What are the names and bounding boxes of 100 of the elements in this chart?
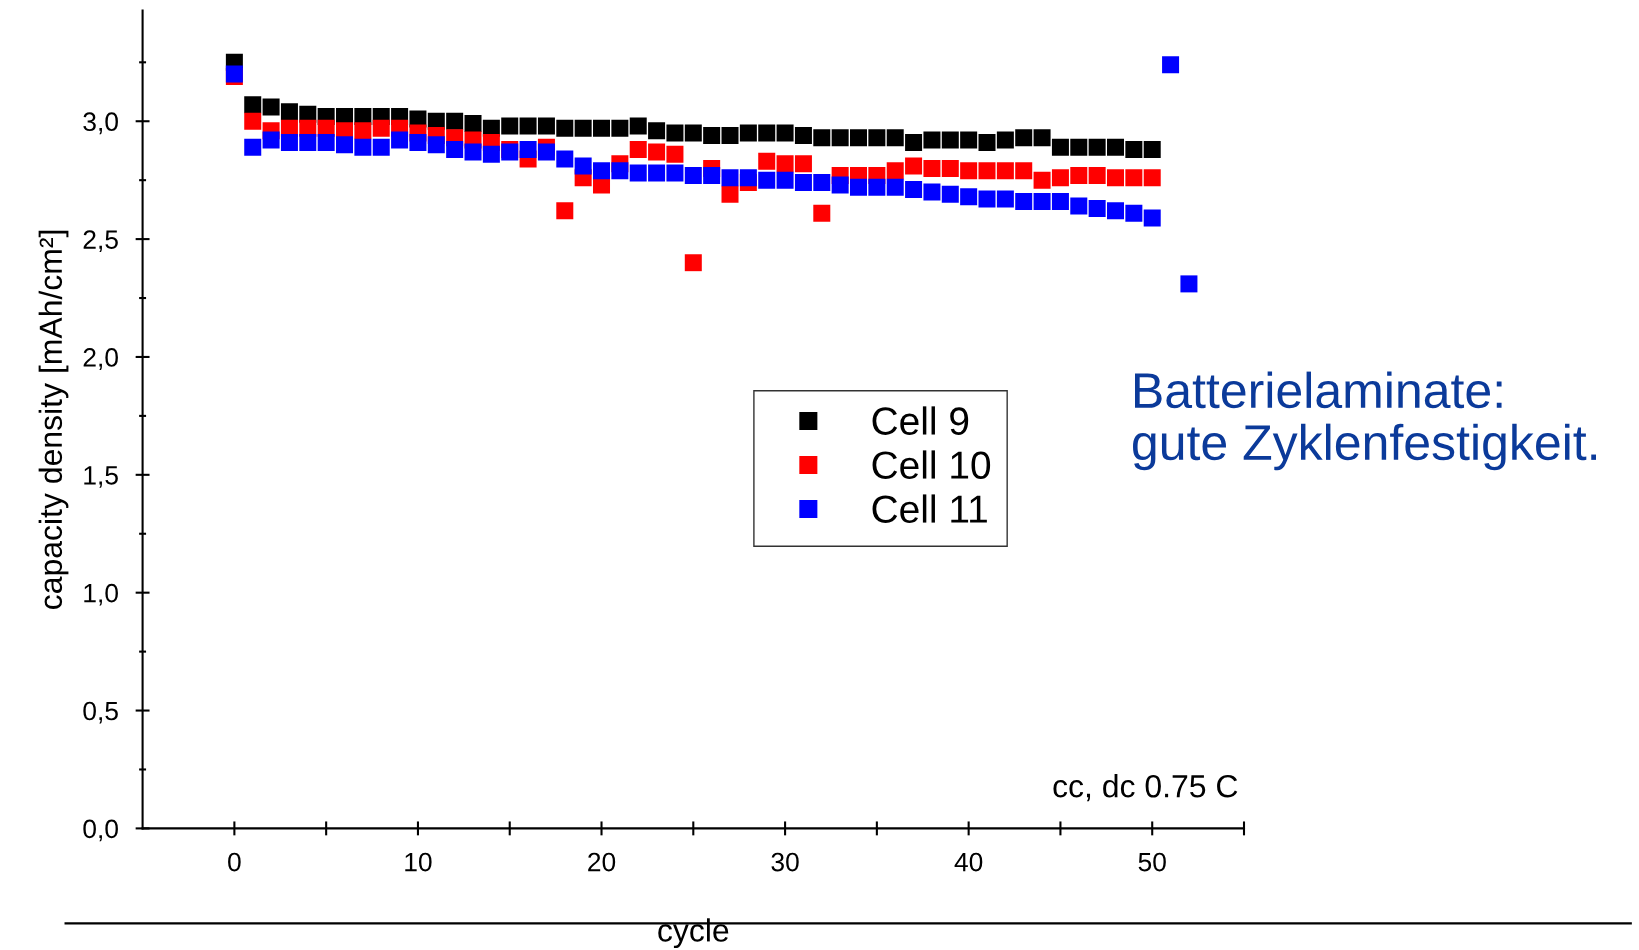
point xyxy=(886,162,904,180)
point xyxy=(703,166,721,184)
point xyxy=(996,162,1014,180)
point xyxy=(409,133,427,151)
point xyxy=(1051,169,1069,187)
point xyxy=(391,131,409,149)
point xyxy=(1143,141,1161,159)
point xyxy=(1015,129,1033,147)
point xyxy=(813,129,831,147)
point xyxy=(721,185,739,203)
point xyxy=(1070,166,1088,184)
point xyxy=(1015,192,1033,210)
point xyxy=(905,181,923,199)
point xyxy=(1107,202,1125,220)
point xyxy=(1033,129,1051,147)
point xyxy=(868,129,886,147)
point xyxy=(556,202,574,220)
y-tick-label: 1,5 xyxy=(84,466,118,488)
point xyxy=(776,171,794,189)
legend-label: Cell 9 xyxy=(872,406,969,435)
point xyxy=(446,141,464,159)
point xyxy=(1088,166,1106,184)
point xyxy=(831,129,849,147)
annotation: Batterielaminate: gute Zyklenfestigkeit. xyxy=(1133,371,1597,471)
point xyxy=(464,115,482,133)
point xyxy=(1051,192,1069,210)
point xyxy=(941,159,959,177)
point xyxy=(978,162,996,180)
point xyxy=(941,131,959,149)
point xyxy=(684,166,702,184)
x-axis-title: cycle xyxy=(658,918,729,949)
point xyxy=(1180,275,1198,293)
point xyxy=(666,124,684,142)
point xyxy=(611,162,629,180)
point xyxy=(1125,204,1143,222)
point xyxy=(244,138,262,156)
point xyxy=(776,124,794,142)
point xyxy=(684,124,702,142)
point xyxy=(354,122,372,140)
point xyxy=(1051,138,1069,156)
point xyxy=(336,136,354,154)
point xyxy=(648,122,666,140)
point xyxy=(1125,141,1143,159)
y-tick-label: 3,0 xyxy=(83,112,118,135)
point xyxy=(996,190,1014,208)
point xyxy=(794,126,812,144)
point xyxy=(501,117,519,135)
point xyxy=(703,126,721,144)
point xyxy=(721,126,739,144)
point xyxy=(317,133,335,151)
legend-label: Cell 10 xyxy=(872,450,991,479)
x-tick-label: 50 xyxy=(1138,852,1166,872)
point xyxy=(905,133,923,151)
point xyxy=(886,178,904,196)
point xyxy=(556,119,574,137)
point xyxy=(1088,138,1106,156)
point xyxy=(1033,192,1051,210)
point xyxy=(519,141,537,159)
point xyxy=(280,103,298,121)
annotation: cc, dc 0.75 C xyxy=(1053,774,1238,802)
point xyxy=(372,119,390,137)
point xyxy=(776,155,794,173)
x-tick-label: 10 xyxy=(405,852,432,872)
y-tick-label: 1,0 xyxy=(84,583,118,606)
point xyxy=(372,138,390,156)
y-axis-title: capacity density [mAh/cm²] xyxy=(38,230,69,609)
point xyxy=(556,150,574,168)
point xyxy=(519,117,537,135)
point xyxy=(739,124,757,142)
point xyxy=(758,171,776,189)
y-tick-label: 0,0 xyxy=(83,819,118,842)
x-tick-label: 40 xyxy=(954,852,983,872)
point xyxy=(244,112,262,130)
point xyxy=(960,162,978,180)
point xyxy=(611,119,629,137)
point xyxy=(684,254,702,272)
point xyxy=(960,188,978,206)
point xyxy=(629,117,647,135)
point xyxy=(593,162,611,180)
point xyxy=(1070,197,1088,215)
point xyxy=(868,178,886,196)
point xyxy=(1143,169,1161,187)
point xyxy=(850,129,868,147)
point xyxy=(923,131,941,149)
point xyxy=(996,131,1014,149)
point xyxy=(1107,138,1125,156)
point xyxy=(941,185,959,203)
point xyxy=(923,183,941,201)
point xyxy=(886,129,904,147)
point xyxy=(850,178,868,196)
point xyxy=(280,133,298,151)
x-tick-label: 0 xyxy=(228,852,241,872)
y-tick-label: 2,5 xyxy=(83,230,118,253)
point xyxy=(427,136,445,154)
point xyxy=(629,164,647,182)
point xyxy=(1033,171,1051,189)
point xyxy=(1125,169,1143,187)
point xyxy=(794,155,812,173)
point xyxy=(574,119,592,137)
point xyxy=(1143,209,1161,227)
